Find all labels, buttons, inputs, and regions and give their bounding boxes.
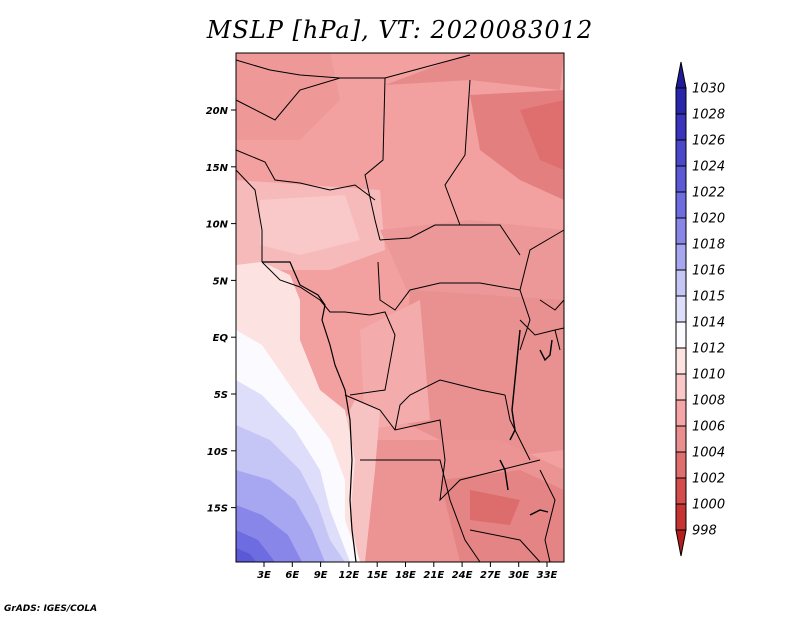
colorbar-top-arrow — [675, 61, 687, 89]
colorbar-segment — [675, 165, 687, 193]
colorbar-segment — [675, 87, 687, 115]
coastline — [262, 261, 357, 563]
lon-label: 21E — [423, 570, 444, 581]
colorbar-label: 998 — [692, 524, 717, 539]
colorbar-segment — [675, 451, 687, 479]
lat-label: 15S — [207, 504, 228, 515]
colorbar-label: 1002 — [692, 472, 725, 487]
colorbar-segment — [675, 295, 687, 323]
ocean-pressure-bands — [236, 262, 360, 562]
colorbar-segment — [675, 347, 687, 375]
colorbar-label: 1030 — [692, 82, 725, 97]
colorbar-label: 1006 — [692, 420, 725, 435]
colorbar-label: 1015 — [692, 290, 725, 305]
colorbar-label: 1008 — [692, 394, 725, 409]
lon-label: 9E — [314, 570, 328, 581]
colorbar-label: 1024 — [692, 160, 725, 175]
colorbar-label: 1000 — [692, 498, 725, 513]
colorbar-bottom-arrow — [675, 529, 687, 557]
colorbar-segment — [675, 191, 687, 219]
lon-label: 3E — [257, 570, 271, 581]
lon-label: 24E — [452, 570, 473, 581]
map-title: MSLP [hPa], VT: 2020083012 — [206, 16, 594, 44]
colorbar-segment — [675, 373, 687, 401]
colorbar-segment — [675, 425, 687, 453]
colorbar-segment — [675, 217, 687, 245]
lat-label: 10N — [206, 220, 229, 231]
colorbar-segment — [675, 113, 687, 141]
colorbar-label: 1010 — [692, 368, 725, 383]
lat-label: 10S — [207, 447, 228, 458]
lon-label: 6E — [285, 570, 299, 581]
lon-label: 30E — [508, 570, 529, 581]
credit-text: GrADS: IGES/COLA — [4, 604, 98, 614]
colorbar-segment — [675, 243, 687, 271]
pressure-field — [236, 53, 564, 562]
colorbar-segment — [675, 321, 687, 349]
colorbar-label: 1004 — [692, 446, 725, 461]
colorbar-segment — [675, 503, 687, 531]
lon-label: 12E — [339, 570, 360, 581]
colorbar-label: 1012 — [692, 342, 725, 357]
colorbar-label: 1026 — [692, 134, 725, 149]
latitude-axis: 20N 15N 10N 5N EQ 5S 10S 15S — [206, 106, 236, 515]
colorbar-segment — [675, 399, 687, 427]
colorbar-label: 1022 — [692, 186, 725, 201]
longitude-axis: 3E 6E 9E 12E 15E 18E 21E 24E 27E 30E 33E — [257, 562, 558, 581]
lat-label: EQ — [213, 333, 229, 344]
lon-label: 18E — [395, 570, 416, 581]
colorbar-segment — [675, 139, 687, 167]
lat-label: 5N — [213, 276, 229, 287]
colorbar-label: 1016 — [692, 264, 725, 279]
colorbar-label: 1014 — [692, 316, 725, 331]
map-frame — [235, 52, 565, 563]
lon-label: 15E — [367, 570, 388, 581]
lat-label: 5S — [214, 390, 228, 401]
lat-label: 15N — [206, 163, 229, 174]
lon-label: 27E — [480, 570, 501, 581]
colorbar-label: 1018 — [692, 238, 725, 253]
colorbar-segment — [675, 269, 687, 297]
colorbar-segment — [675, 477, 687, 505]
lakes — [499, 329, 553, 516]
lon-label: 33E — [537, 570, 558, 581]
lat-label: 20N — [206, 106, 229, 117]
colorbar-label: 1020 — [692, 212, 725, 227]
colorbar-label: 1028 — [692, 108, 725, 123]
colorbar: 1030 1028 1026 1024 1022 1020 1018 1016 1015 1014… — [675, 61, 725, 557]
